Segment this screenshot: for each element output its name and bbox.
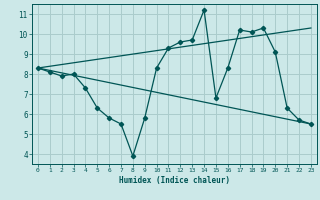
X-axis label: Humidex (Indice chaleur): Humidex (Indice chaleur) bbox=[119, 176, 230, 185]
